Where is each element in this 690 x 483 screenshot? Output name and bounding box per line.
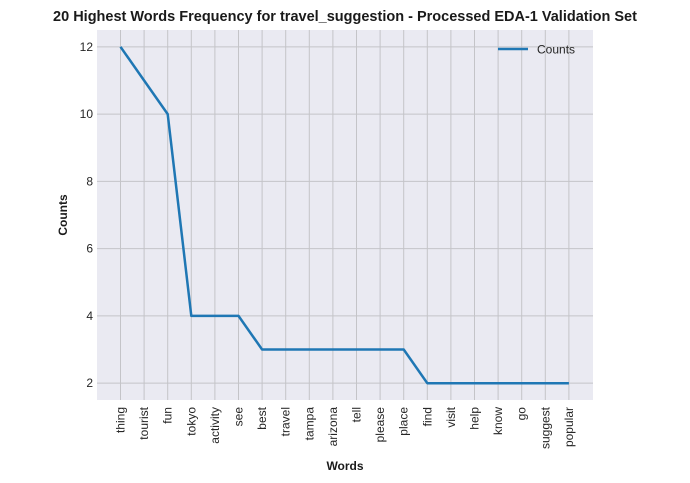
x-tick-label: popular xyxy=(562,407,576,447)
x-tick-label: tell xyxy=(350,407,364,422)
y-axis-ticks: 2 4 6 8 10 12 xyxy=(80,40,94,390)
x-tick-label: place xyxy=(397,407,411,436)
y-tick-label: 6 xyxy=(86,242,93,256)
x-tick-label: please xyxy=(373,407,387,443)
x-tick-label: suggest xyxy=(538,406,552,449)
series-line-counts xyxy=(119,46,569,385)
x-tick-label: arizona xyxy=(326,407,340,447)
x-axis-label: Words xyxy=(326,459,363,473)
x-tick-label: go xyxy=(515,407,529,421)
series-layer xyxy=(119,46,569,385)
x-tick-label: thing xyxy=(114,407,128,433)
x-tick-label: travel xyxy=(279,407,293,436)
x-tick-label: tourist xyxy=(137,406,151,439)
chart-title: 20 Highest Words Frequency for travel_su… xyxy=(53,9,637,25)
y-tick-label: 2 xyxy=(86,376,93,390)
y-tick-label: 8 xyxy=(86,174,93,188)
x-tick-label: tampa xyxy=(302,407,316,441)
x-axis-ticks: thing tourist fun tokyo activity see best trave… xyxy=(114,406,576,449)
x-tick-label: tokyo xyxy=(184,407,198,436)
x-tick-label: find xyxy=(420,407,434,426)
x-tick-label: best xyxy=(255,406,269,429)
x-tick-label: help xyxy=(468,407,482,430)
legend-label-counts: Counts xyxy=(537,43,575,57)
grid xyxy=(97,30,593,400)
x-tick-label: activity xyxy=(208,407,222,444)
x-tick-label: know xyxy=(491,407,505,435)
x-tick-label: see xyxy=(232,407,246,427)
y-tick-label: 4 xyxy=(86,309,93,323)
y-tick-label: 12 xyxy=(80,40,94,54)
legend: Counts xyxy=(498,43,575,57)
plot-area xyxy=(97,30,593,400)
x-tick-label: visit xyxy=(444,406,458,427)
y-tick-label: 10 xyxy=(80,107,94,121)
y-axis-label: Counts xyxy=(56,194,70,236)
x-tick-label: fun xyxy=(161,407,175,424)
